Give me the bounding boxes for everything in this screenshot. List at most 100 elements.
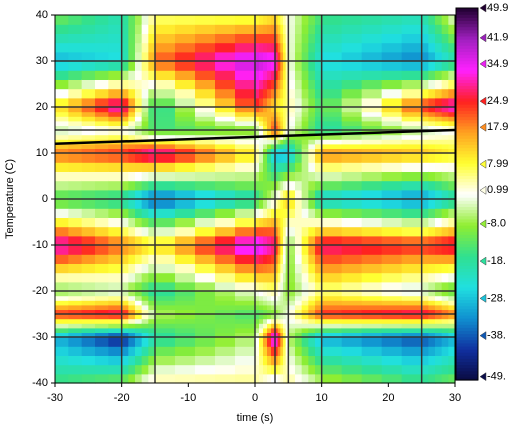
colorbar-tick: [479, 372, 487, 382]
heat-cell: [128, 245, 136, 255]
heat-cell: [288, 24, 296, 34]
heat-cell: [361, 300, 383, 306]
heat-cell: [421, 263, 429, 274]
heat-cell: [361, 272, 383, 283]
colorbar-segment: [456, 35, 478, 40]
heat-cell: [141, 120, 149, 126]
colorbar-segment: [456, 178, 478, 183]
heat-cell: [175, 304, 196, 310]
colorbar-segment: [456, 358, 478, 362]
heat-cell: [435, 107, 443, 113]
heat-cell: [435, 111, 443, 117]
heat-cell: [267, 51, 272, 62]
heat-cell: [259, 120, 264, 126]
heat-cell: [275, 300, 279, 306]
heat-cell: [435, 189, 443, 200]
heat-cell: [95, 116, 109, 122]
heat-cell: [321, 304, 343, 310]
heat-cell: [301, 189, 309, 200]
heat-cell: [175, 314, 196, 320]
heat-cell: [301, 42, 309, 53]
heat-cell: [55, 125, 69, 131]
heat-cell: [381, 281, 403, 292]
heat-cell: [428, 97, 436, 108]
heat-cell: [435, 245, 443, 255]
heat-cell: [288, 346, 296, 356]
colorbar-segment: [456, 181, 478, 186]
heat-cell: [341, 15, 363, 25]
heat-cell: [341, 327, 363, 333]
heat-cell: [267, 300, 272, 306]
heat-cell: [448, 281, 456, 292]
colorbar-segment: [456, 32, 478, 37]
heat-cell: [288, 125, 296, 131]
heat-cell: [277, 130, 281, 136]
heat-cell: [308, 61, 316, 71]
heat-cell: [259, 125, 264, 131]
heat-cell: [381, 15, 403, 25]
colorbar-tick: [479, 256, 487, 266]
heat-cell: [155, 208, 176, 218]
heat-cell: [68, 346, 83, 356]
heat-cell: [267, 318, 272, 324]
heat-cell: [108, 107, 123, 113]
heat-cell: [361, 134, 383, 140]
heat-cell: [435, 70, 443, 80]
heat-cell: [275, 153, 279, 163]
heat-cell: [280, 327, 284, 333]
heat-cell: [280, 263, 284, 274]
heat-cell: [283, 107, 287, 113]
heat-cell: [441, 143, 449, 149]
heat-cell: [215, 263, 236, 274]
heat-cell: [108, 245, 123, 255]
heat-cell: [441, 337, 449, 347]
heat-cell: [381, 107, 403, 113]
heat-cell: [275, 24, 279, 34]
heat-cell: [321, 226, 343, 237]
heat-cell: [315, 318, 323, 324]
heat-cell: [195, 323, 216, 329]
heat-cell: [255, 346, 260, 356]
heat-cell: [128, 323, 136, 329]
heat-cell: [401, 111, 423, 117]
heat-cell: [141, 97, 149, 108]
heat-cell: [121, 364, 129, 375]
heat-cell: [108, 327, 123, 333]
heat-cell: [308, 373, 316, 384]
heat-cell: [283, 189, 287, 200]
heat-cell: [441, 125, 449, 131]
heat-cell: [263, 42, 268, 53]
heat-cell: [315, 171, 323, 182]
heat-cell: [215, 88, 236, 99]
heat-cell: [341, 235, 363, 246]
heat-cell: [441, 295, 449, 301]
heat-cell: [275, 323, 279, 329]
heat-cell: [108, 309, 123, 315]
heat-cell: [285, 295, 289, 301]
heat-cell: [277, 171, 281, 182]
heat-cell: [421, 153, 429, 163]
heat-cell: [55, 189, 69, 200]
heat-cell: [308, 309, 316, 315]
heat-cell: [288, 130, 296, 136]
heat-cell: [275, 332, 279, 338]
heat-cell: [175, 235, 196, 246]
heat-cell: [263, 153, 268, 163]
heat-cell: [267, 153, 272, 163]
heat-cell: [308, 15, 316, 25]
heat-cell: [421, 208, 429, 218]
colorbar-segment: [456, 333, 478, 338]
heat-cell: [128, 134, 136, 140]
heat-cell: [381, 143, 403, 149]
heat-cell: [448, 162, 456, 172]
heat-cell: [288, 148, 296, 154]
heat-cell: [315, 116, 323, 122]
heat-cell: [267, 42, 272, 53]
heat-cell: [267, 33, 272, 44]
heat-cell: [285, 61, 289, 71]
heat-cell: [448, 24, 456, 34]
heat-cell: [108, 51, 123, 62]
heat-cell: [421, 304, 429, 310]
heat-cell: [259, 217, 264, 228]
heat-cell: [275, 15, 279, 25]
